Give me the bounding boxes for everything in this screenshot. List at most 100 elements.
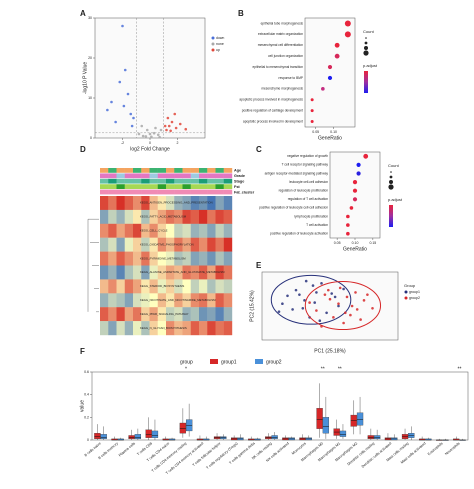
heat-cell [157, 321, 167, 336]
dot [310, 98, 314, 102]
heat-cell [182, 237, 191, 252]
x-tick-label: 0.05 [334, 241, 341, 245]
dot [346, 223, 350, 227]
annotation-cell [108, 189, 117, 195]
heat-cell [116, 209, 125, 224]
term-label: regulation of T cell activation [288, 197, 329, 201]
heat-cell [124, 321, 134, 336]
panel-label: B [238, 9, 244, 18]
dot [334, 53, 340, 59]
size-key [364, 46, 368, 50]
confidence-ellipse [270, 274, 352, 325]
heat-cell [100, 279, 109, 294]
legend-marker [211, 36, 215, 40]
point [156, 133, 160, 137]
box [145, 429, 152, 438]
annotation-label: Grade [234, 174, 245, 178]
heat-cell [215, 307, 224, 322]
heat-cell [174, 265, 183, 280]
heat-cell [215, 265, 224, 280]
heat-cell [166, 251, 175, 266]
heat-cell [157, 307, 167, 322]
point [141, 134, 145, 138]
heat-cell [174, 293, 183, 308]
heat-cell [141, 209, 150, 224]
heat-cell [199, 279, 208, 294]
heat-cell [133, 321, 142, 336]
heat-cell [149, 279, 158, 294]
annotation-cell [124, 178, 134, 184]
annotation-cell [100, 178, 109, 184]
point [121, 24, 124, 28]
x-tick-label: T cells CD8 [136, 441, 153, 456]
term-label: positive regulation of cartilage develop… [242, 108, 303, 112]
heat-cell [108, 196, 117, 211]
heat-cell [124, 237, 134, 252]
dot [327, 64, 333, 70]
term-label: epithelial tube morphogenesis [261, 21, 304, 25]
annotation-cell [199, 189, 208, 195]
point [154, 126, 157, 130]
heat-cell [223, 251, 233, 266]
annotation-cell [133, 178, 142, 184]
x-tick-label: Plasma cells [118, 441, 136, 457]
legend-marker [210, 359, 218, 364]
point [333, 295, 337, 299]
y-tick-label: 10 [88, 96, 92, 100]
annotation-cell [149, 173, 158, 179]
heat-cell [174, 223, 183, 238]
significance: ** [458, 366, 462, 372]
heat-cell [133, 196, 142, 211]
point [344, 311, 347, 315]
point [371, 306, 374, 310]
dot [356, 171, 361, 176]
point [349, 313, 352, 317]
dot [327, 75, 333, 81]
heat-cell [108, 251, 117, 266]
row-label: KEGG_PPAR_SIGNALING_PATHWAY [140, 312, 189, 316]
heat-cell [116, 251, 125, 266]
legend-title: p.adjust [388, 197, 403, 202]
dot [352, 180, 358, 185]
heat-cell [215, 321, 224, 336]
heat-cell [157, 223, 167, 238]
annotation-cell [182, 173, 191, 179]
point [166, 116, 170, 120]
heat-cell [108, 223, 117, 238]
term-label: mesenchyme morphogenesis [261, 87, 303, 91]
heat-cell [190, 223, 200, 238]
plot-frame [329, 151, 381, 239]
heat-cell [166, 279, 175, 294]
heat-cell [133, 307, 142, 322]
heat-cell [223, 321, 233, 336]
plot-frame [261, 271, 399, 341]
annotation-cell [166, 184, 175, 189]
row-label: KEGG_PYRIMIDINE_METABOLISM [140, 256, 186, 260]
row-label: KEGG_STEROID_BIOSYNTHESIS [140, 284, 184, 288]
heat-cell [157, 196, 167, 211]
heat-cell [149, 251, 158, 266]
heat-cell [182, 251, 191, 266]
annotation-cell [199, 184, 208, 189]
confidence-ellipse [304, 281, 382, 331]
heat-cell [199, 209, 208, 224]
heat-cell [157, 251, 167, 266]
size-key [389, 180, 393, 184]
legend-title: Count [388, 163, 400, 168]
x-tick-label: T cells regulatory (Tregs) [206, 441, 239, 470]
heat-cell [215, 293, 224, 308]
annotation-cell [166, 173, 175, 179]
annotation-cell [116, 184, 125, 189]
annotation-cell [124, 184, 134, 189]
term-label: positive regulation of leukocyte cell-ce… [259, 206, 328, 210]
y-tick-label: 20 [88, 56, 92, 60]
heat-cell [207, 237, 216, 252]
significance: * [185, 366, 187, 372]
point [311, 284, 315, 287]
term-label: T cell receptor signaling pathway [282, 163, 329, 167]
x-tick-label: Neutrophils [444, 441, 461, 456]
dot [346, 231, 350, 236]
annotation-cell [215, 189, 224, 195]
annotation-cell [133, 184, 142, 189]
annotation-cell [199, 178, 208, 184]
